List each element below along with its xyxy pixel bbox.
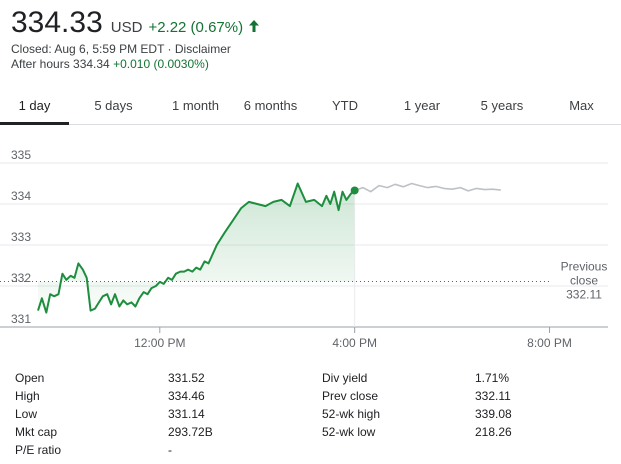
previous-close-text: close [570,273,598,287]
area-fill [38,183,355,313]
y-axis-ticks: 335 334 333 332 331 [11,148,31,326]
x-tick-label: 4:00 PM [332,336,377,350]
price-change: +2.22 (0.67%) [148,19,244,36]
y-tick-label: 334 [11,189,31,203]
stat-label-mkt-cap: Mkt cap [15,425,58,439]
series-line-regular [37,182,356,314]
tab-label: 1 day [18,97,51,113]
stat-value-div-yield: 1.71% [475,371,510,385]
stats-row: High 334.46 Prev close 332.11 [15,387,512,405]
tab-1-day[interactable]: 1 day [0,86,69,125]
tab-label: Max [569,97,594,113]
stat-label-low: Low [15,407,38,421]
tab-label: 1 month [172,97,219,113]
previous-close-text: 332.11 [566,287,602,301]
stats-row: Mkt cap 293.72B 52-wk low 218.26 [15,423,512,441]
stat-label-pe-ratio: P/E ratio [15,443,62,457]
x-tick-label: 12:00 PM [134,336,185,350]
stat-value-pe-ratio: - [168,443,172,457]
tab-6-months[interactable]: 6 months [233,86,308,124]
stat-value-prev-close: 332.11 [475,389,511,403]
price-row: 334.33 USD +2.22 (0.67%) [11,6,260,42]
tab-1-year[interactable]: 1 year [382,86,462,124]
x-tick-label: 8:00 PM [527,336,572,350]
tab-5-years[interactable]: 5 years [462,86,542,124]
arrow-up-icon [248,19,260,33]
tab-label: 5 years [480,97,524,113]
series-line-after-hours [354,182,501,193]
stat-value-high: 334.46 [168,389,205,403]
after-hours-status: After hours 334.34 +0.010 (0.0030%) [11,57,260,72]
stats-row: P/E ratio - [15,441,512,459]
tab-1-month[interactable]: 1 month [158,86,233,124]
stat-value-52wk-low: 218.26 [475,425,512,439]
stat-label-open: Open [15,371,45,385]
closed-status: Closed: Aug 6, 5:59 PM EDT · Disclaimer [11,42,260,57]
tab-max[interactable]: Max [542,86,621,124]
tab-label: 1 year [403,97,441,113]
stat-label-52wk-low: 52-wk low [322,425,376,439]
stats-row: Open 331.52 Div yield 1.71% [15,369,512,387]
tab-label: YTD [332,97,358,113]
stats-row: Low 331.14 52-wk high 339.08 [15,405,512,423]
key-stats: Open 331.52 Div yield 1.71% High 334.46 … [15,369,615,459]
currency: USD [110,19,143,36]
chart-series [37,182,501,327]
closed-text: Closed: Aug 6, 5:59 PM EDT · Disclaimer [11,42,231,56]
stat-label-high: High [15,389,40,403]
tab-label: 6 months [243,97,298,113]
x-axis-ticks: 12:00 PM 4:00 PM 8:00 PM [134,327,572,350]
quote-header: 334.33 USD +2.22 (0.67%) Closed: Aug 6, … [11,6,260,72]
previous-close-text: Previous [561,259,608,273]
stat-label-52wk-high: 52-wk high [322,407,381,421]
stat-label-prev-close: Prev close [322,389,379,403]
stats-table: Open 331.52 Div yield 1.71% High 334.46 … [15,369,512,459]
stat-value-mkt-cap: 293.72B [168,425,213,439]
stat-value-open: 331.52 [168,371,205,385]
stat-label-div-yield: Div yield [322,371,368,385]
tab-ytd[interactable]: YTD [308,86,382,124]
y-tick-label: 335 [11,148,31,162]
y-tick-label: 331 [11,312,31,326]
y-tick-label: 332 [11,271,31,285]
after-hours-change: +0.010 (0.0030%) [113,57,209,71]
last-point-marker [350,186,359,195]
current-price: 334.33 [11,6,103,39]
tab-5-days[interactable]: 5 days [69,86,158,124]
y-tick-label: 333 [11,230,31,244]
tab-label: 5 days [94,97,133,113]
stat-value-52wk-high: 339.08 [475,407,512,421]
range-tabs: 1 day 5 days 1 month 6 months YTD 1 year… [0,86,621,125]
price-chart[interactable]: 335 334 333 332 331 12:00 PM 4:00 PM 8:00 PM P… [0,128,621,358]
stat-value-low: 331.14 [168,407,205,421]
after-hours-price: After hours 334.34 [11,57,110,71]
